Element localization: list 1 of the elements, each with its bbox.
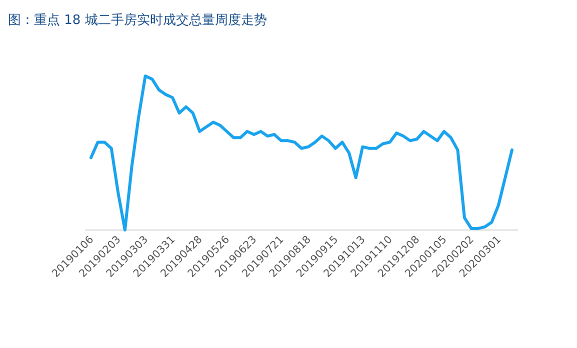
chart-title: 图：重点 18 城二手房实时成交总量周度走势 — [8, 12, 267, 28]
